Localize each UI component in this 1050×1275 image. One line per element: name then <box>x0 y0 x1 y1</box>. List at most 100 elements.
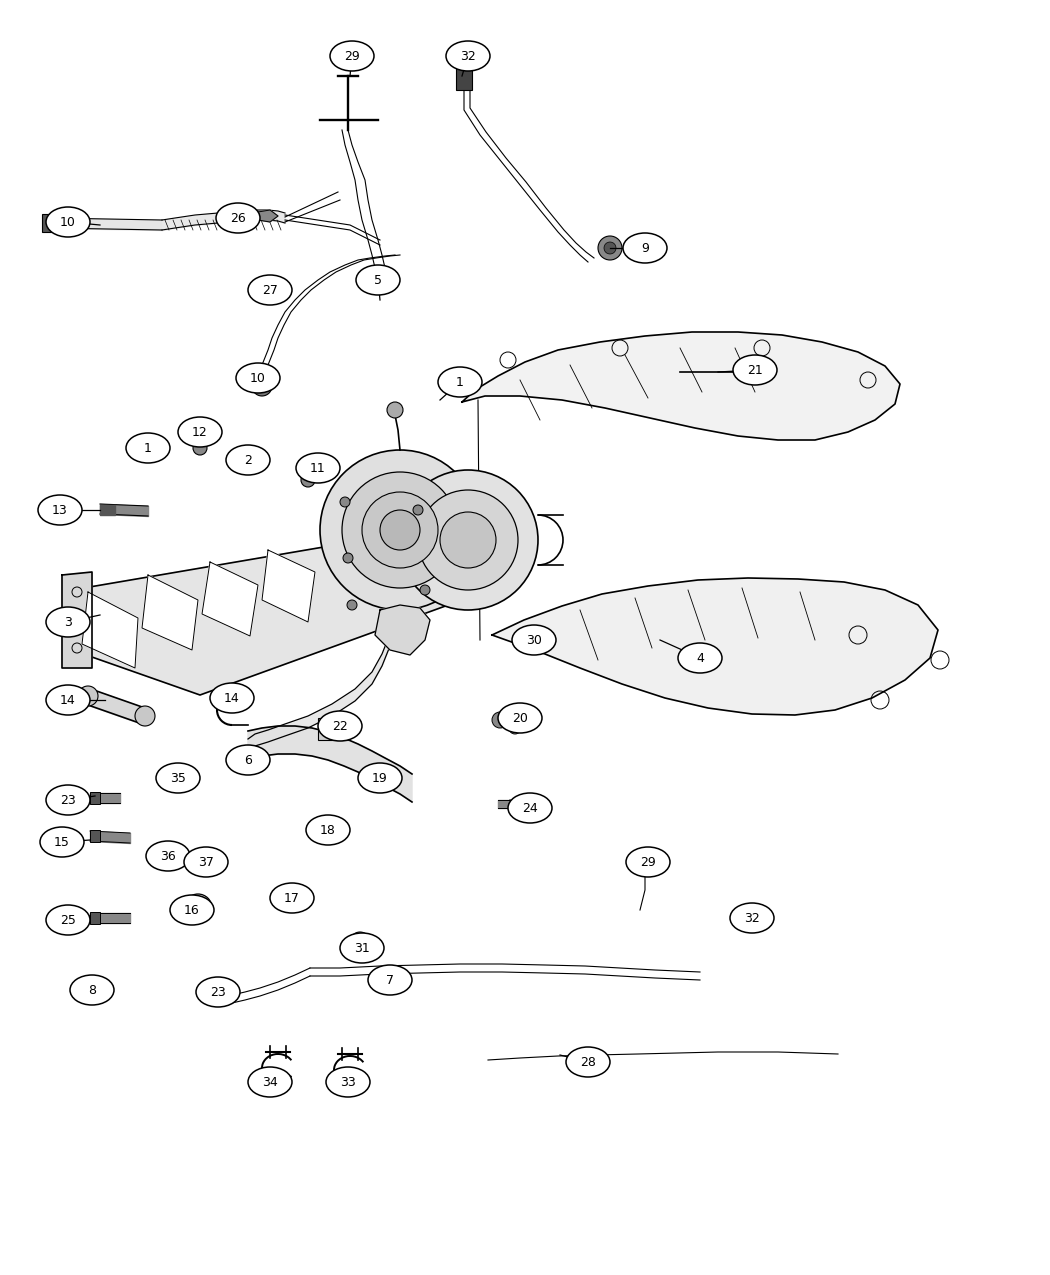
Circle shape <box>492 711 508 728</box>
Ellipse shape <box>368 965 412 994</box>
Ellipse shape <box>623 233 667 263</box>
Polygon shape <box>372 751 385 785</box>
Ellipse shape <box>356 265 400 295</box>
Ellipse shape <box>210 683 254 713</box>
Circle shape <box>301 473 315 487</box>
Text: 5: 5 <box>374 274 382 287</box>
Circle shape <box>203 850 217 864</box>
Text: 31: 31 <box>354 941 370 955</box>
Polygon shape <box>262 725 278 756</box>
Bar <box>90 982 100 994</box>
Text: 32: 32 <box>460 50 476 62</box>
Ellipse shape <box>330 41 374 71</box>
Text: 21: 21 <box>748 363 763 376</box>
Ellipse shape <box>358 762 402 793</box>
Circle shape <box>135 706 155 725</box>
Polygon shape <box>375 606 430 655</box>
Ellipse shape <box>46 607 90 638</box>
Ellipse shape <box>70 975 114 1005</box>
Text: 37: 37 <box>198 856 214 868</box>
Polygon shape <box>278 725 295 754</box>
Text: 20: 20 <box>512 711 528 724</box>
Circle shape <box>165 845 178 859</box>
Circle shape <box>380 510 420 550</box>
Ellipse shape <box>226 745 270 775</box>
Ellipse shape <box>438 367 482 397</box>
Ellipse shape <box>508 793 552 822</box>
Bar <box>742 363 758 380</box>
Circle shape <box>343 553 353 564</box>
Ellipse shape <box>156 762 200 793</box>
Polygon shape <box>262 550 315 622</box>
Ellipse shape <box>46 685 90 715</box>
Ellipse shape <box>196 977 240 1007</box>
Circle shape <box>604 242 616 254</box>
Polygon shape <box>328 732 344 766</box>
Text: 4: 4 <box>696 652 704 664</box>
Circle shape <box>184 894 212 922</box>
Bar <box>90 792 100 805</box>
Ellipse shape <box>40 827 84 857</box>
Text: 23: 23 <box>60 793 76 807</box>
Circle shape <box>193 441 207 455</box>
Ellipse shape <box>340 933 384 963</box>
Text: 25: 25 <box>60 913 76 927</box>
Polygon shape <box>344 738 358 771</box>
Ellipse shape <box>318 711 362 741</box>
Ellipse shape <box>248 275 292 305</box>
Circle shape <box>420 585 430 595</box>
Bar <box>42 214 60 232</box>
Ellipse shape <box>306 815 350 845</box>
Text: 18: 18 <box>320 824 336 836</box>
Ellipse shape <box>326 1067 370 1096</box>
Circle shape <box>413 505 423 515</box>
Ellipse shape <box>126 434 170 463</box>
Circle shape <box>362 492 438 567</box>
Polygon shape <box>82 592 138 668</box>
Circle shape <box>177 770 193 785</box>
Bar <box>456 68 472 91</box>
Text: 35: 35 <box>170 771 186 784</box>
Circle shape <box>346 601 357 609</box>
Ellipse shape <box>216 203 260 233</box>
Polygon shape <box>295 725 312 756</box>
Ellipse shape <box>236 363 280 393</box>
Ellipse shape <box>146 842 190 871</box>
Circle shape <box>252 376 272 397</box>
Polygon shape <box>202 562 258 636</box>
Polygon shape <box>62 572 92 668</box>
Text: 2: 2 <box>244 454 252 467</box>
Text: 32: 32 <box>744 912 760 924</box>
Ellipse shape <box>46 785 90 815</box>
Text: 1: 1 <box>144 441 152 454</box>
Text: 29: 29 <box>344 50 360 62</box>
Circle shape <box>340 497 350 507</box>
Ellipse shape <box>226 445 270 476</box>
Text: 23: 23 <box>210 986 226 998</box>
Text: 1: 1 <box>456 376 464 389</box>
Text: 34: 34 <box>262 1076 278 1089</box>
Text: 9: 9 <box>642 241 649 255</box>
Text: 22: 22 <box>332 719 348 733</box>
Bar <box>285 887 307 907</box>
Text: 17: 17 <box>285 891 300 904</box>
Ellipse shape <box>566 1047 610 1077</box>
Text: 16: 16 <box>184 904 200 917</box>
Ellipse shape <box>678 643 722 673</box>
Text: 15: 15 <box>54 835 70 848</box>
Text: 10: 10 <box>60 215 76 228</box>
Ellipse shape <box>296 453 340 483</box>
Polygon shape <box>258 210 278 222</box>
Text: 28: 28 <box>580 1056 596 1068</box>
Polygon shape <box>72 528 462 695</box>
Text: 6: 6 <box>244 754 252 766</box>
Text: 30: 30 <box>526 634 542 646</box>
Bar <box>635 852 657 870</box>
Bar <box>90 912 100 924</box>
Circle shape <box>78 686 98 706</box>
Circle shape <box>350 932 370 952</box>
Ellipse shape <box>512 625 556 655</box>
Bar <box>518 632 534 648</box>
Circle shape <box>190 900 206 915</box>
Polygon shape <box>492 578 938 715</box>
